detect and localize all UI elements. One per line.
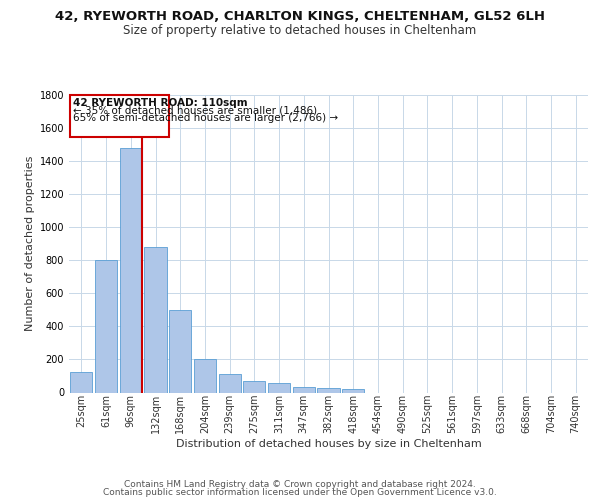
- Text: 42 RYEWORTH ROAD: 110sqm: 42 RYEWORTH ROAD: 110sqm: [73, 98, 248, 108]
- Text: ← 35% of detached houses are smaller (1,486): ← 35% of detached houses are smaller (1,…: [73, 106, 317, 116]
- Bar: [268, 384, 290, 392]
- Text: 65% of semi-detached houses are larger (2,766) →: 65% of semi-detached houses are larger (…: [73, 113, 338, 123]
- Y-axis label: Number of detached properties: Number of detached properties: [25, 156, 35, 332]
- Text: Contains public sector information licensed under the Open Government Licence v3: Contains public sector information licen…: [103, 488, 497, 497]
- Bar: [145, 247, 167, 392]
- Bar: [95, 260, 117, 392]
- FancyBboxPatch shape: [70, 95, 169, 137]
- Text: Size of property relative to detached houses in Cheltenham: Size of property relative to detached ho…: [124, 24, 476, 37]
- X-axis label: Distribution of detached houses by size in Cheltenham: Distribution of detached houses by size …: [176, 439, 481, 449]
- Bar: [70, 372, 92, 392]
- Bar: [293, 386, 315, 392]
- Bar: [169, 310, 191, 392]
- Bar: [317, 388, 340, 392]
- Bar: [218, 374, 241, 392]
- Bar: [342, 389, 364, 392]
- Text: 42, RYEWORTH ROAD, CHARLTON KINGS, CHELTENHAM, GL52 6LH: 42, RYEWORTH ROAD, CHARLTON KINGS, CHELT…: [55, 10, 545, 23]
- Bar: [243, 381, 265, 392]
- Text: Contains HM Land Registry data © Crown copyright and database right 2024.: Contains HM Land Registry data © Crown c…: [124, 480, 476, 489]
- Bar: [194, 358, 216, 392]
- Bar: [119, 148, 142, 392]
